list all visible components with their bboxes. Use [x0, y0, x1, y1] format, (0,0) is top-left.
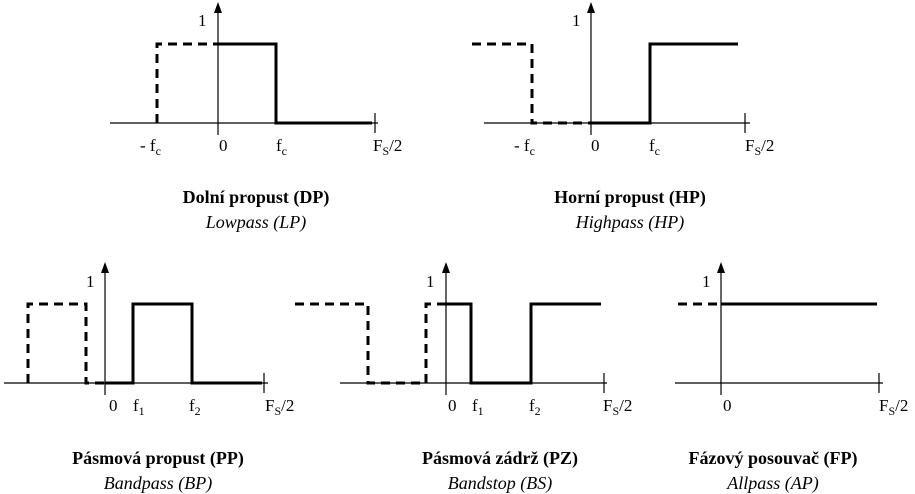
lowpass-neg-fc-label: - fc	[140, 136, 161, 158]
bandpass-title: Pásmová propust (PP)	[72, 448, 244, 469]
highpass-title: Horní propust (HP)	[554, 187, 706, 208]
highpass-zero-label: 0	[591, 136, 600, 155]
bandpass-y-label: 1	[86, 272, 95, 291]
bandpass-response-curve	[105, 302, 262, 385]
allpass-fs-label: FS/2	[879, 396, 908, 418]
highpass-neg-fc-label: - fc	[514, 136, 535, 158]
bandstop-mirror-curve	[295, 302, 446, 385]
lowpass-mirror-curve	[155, 42, 218, 123]
lowpass-response-curve	[218, 42, 372, 125]
bandstop-f1-label: f1	[472, 396, 484, 418]
bandstop-zero-label: 0	[448, 396, 457, 415]
highpass-fc-label: fc	[649, 136, 660, 158]
lowpass-fs-label: FS/2	[373, 136, 402, 158]
allpass-y-label: 1	[702, 272, 711, 291]
bandpass-diagram: 1 0 f1 f2 FS/2 Pásmová propust (PP) Band…	[4, 262, 294, 494]
highpass-diagram: 1 - fc 0 fc FS/2 Horní propust (HP) High…	[472, 2, 774, 233]
bandstop-fs-label: FS/2	[603, 396, 632, 418]
bandstop-f2-label: f2	[529, 396, 541, 418]
highpass-y-arrow	[587, 2, 595, 13]
allpass-y-arrow	[717, 262, 725, 273]
bandpass-y-arrow	[101, 262, 109, 273]
allpass-subtitle: Allpass (AP)	[726, 473, 819, 494]
lowpass-subtitle: Lowpass (LP)	[205, 212, 307, 233]
lowpass-zero-label: 0	[219, 136, 228, 155]
bandpass-zero-label: 0	[109, 396, 118, 415]
lowpass-y-label: 1	[198, 11, 207, 30]
bandpass-f2-label: f2	[189, 396, 201, 418]
bandpass-mirror-curve	[26, 302, 105, 385]
lowpass-y-arrow	[214, 2, 222, 13]
bandstop-y-label: 1	[426, 272, 435, 291]
bandpass-fs-label: FS/2	[265, 396, 294, 418]
bandpass-f1-label: f1	[133, 396, 145, 418]
bandstop-diagram: 1 0 f1 f2 FS/2 Pásmová zádrž (PZ) Bandst…	[295, 262, 632, 494]
highpass-subtitle: Highpass (HP)	[575, 212, 685, 233]
highpass-mirror-curve	[472, 42, 591, 125]
lowpass-diagram: 1 - fc 0 fc FS/2 Dolní propust (DP) Lowp…	[110, 2, 402, 233]
allpass-diagram: 1 0 FS/2 Fázový posouvač (FP) Allpass (A…	[675, 262, 908, 494]
highpass-response-curve	[591, 42, 738, 125]
bandpass-subtitle: Bandpass (BP)	[104, 473, 212, 494]
lowpass-fc-label: fc	[276, 136, 287, 158]
allpass-zero-label: 0	[723, 396, 732, 415]
allpass-title: Fázový posouvač (FP)	[689, 448, 858, 469]
highpass-y-label: 1	[572, 11, 581, 30]
bandstop-y-arrow	[442, 262, 450, 273]
highpass-fs-label: FS/2	[745, 136, 774, 158]
bandstop-response-curve	[446, 302, 601, 385]
bandstop-subtitle: Bandstop (BS)	[448, 473, 552, 494]
lowpass-title: Dolní propust (DP)	[183, 187, 330, 208]
bandstop-title: Pásmová zádrž (PZ)	[422, 448, 578, 469]
